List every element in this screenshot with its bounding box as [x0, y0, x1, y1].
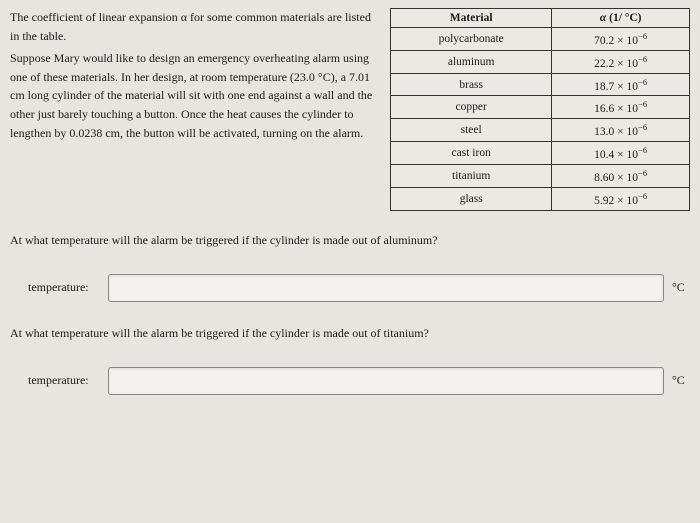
table-row: cast iron10.4 × 10−6 [391, 142, 690, 165]
material-cell: polycarbonate [391, 28, 552, 51]
unit-1: °C [672, 280, 690, 295]
material-cell: titanium [391, 164, 552, 187]
coefficient-cell: 5.92 × 10−6 [552, 187, 690, 210]
material-cell: copper [391, 96, 552, 119]
material-cell: glass [391, 187, 552, 210]
table-row: brass18.7 × 10−6 [391, 73, 690, 96]
temperature-input-1[interactable] [108, 274, 664, 302]
temperature-label-1: temperature: [28, 280, 100, 295]
material-cell: brass [391, 73, 552, 96]
temperature-input-2[interactable] [108, 367, 664, 395]
table-row: copper16.6 × 10−6 [391, 96, 690, 119]
coefficient-cell: 70.2 × 10−6 [552, 28, 690, 51]
question-1: At what temperature will the alarm be tr… [10, 233, 690, 248]
materials-table: Material α (1/ °C) polycarbonate70.2 × 1… [390, 8, 690, 211]
coefficient-cell: 13.0 × 10−6 [552, 119, 690, 142]
problem-p2: Suppose Mary would like to design an eme… [10, 49, 380, 142]
table-row: glass5.92 × 10−6 [391, 187, 690, 210]
table-header-alpha: α (1/ °C) [552, 9, 690, 28]
table-row: polycarbonate70.2 × 10−6 [391, 28, 690, 51]
material-cell: steel [391, 119, 552, 142]
temperature-label-2: temperature: [28, 373, 100, 388]
table-row: steel13.0 × 10−6 [391, 119, 690, 142]
question-2: At what temperature will the alarm be tr… [10, 326, 690, 341]
material-cell: aluminum [391, 50, 552, 73]
table-header-material: Material [391, 9, 552, 28]
problem-statement: The coefficient of linear expansion α fo… [10, 8, 380, 211]
coefficient-cell: 22.2 × 10−6 [552, 50, 690, 73]
problem-p1: The coefficient of linear expansion α fo… [10, 8, 380, 45]
unit-2: °C [672, 373, 690, 388]
table-row: aluminum22.2 × 10−6 [391, 50, 690, 73]
table-row: titanium8.60 × 10−6 [391, 164, 690, 187]
coefficient-cell: 18.7 × 10−6 [552, 73, 690, 96]
coefficient-cell: 10.4 × 10−6 [552, 142, 690, 165]
material-cell: cast iron [391, 142, 552, 165]
coefficient-cell: 16.6 × 10−6 [552, 96, 690, 119]
coefficient-cell: 8.60 × 10−6 [552, 164, 690, 187]
